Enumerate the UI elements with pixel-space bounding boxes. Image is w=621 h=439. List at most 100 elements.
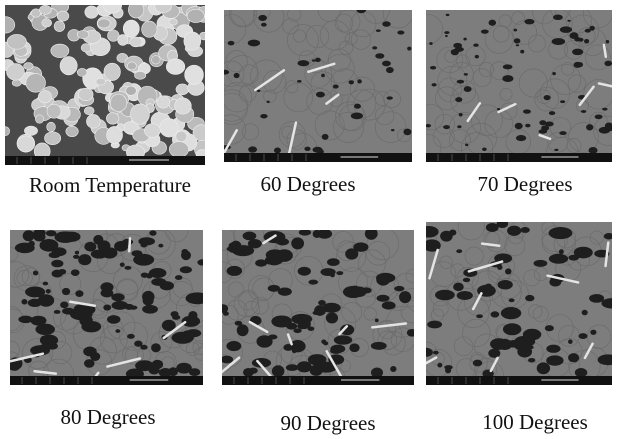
pore [286, 364, 299, 371]
pore [228, 244, 237, 253]
pore [158, 244, 163, 248]
grain [1, 127, 10, 136]
pore [84, 359, 95, 368]
pore [81, 321, 101, 332]
pore [135, 360, 154, 371]
pore [559, 249, 564, 254]
pore [446, 14, 450, 16]
grain [103, 0, 121, 13]
pore [142, 291, 154, 303]
grain [35, 115, 43, 123]
grain [85, 6, 98, 18]
pore [568, 255, 579, 261]
pore [326, 313, 338, 324]
pore [549, 254, 568, 264]
pore [351, 113, 363, 120]
pore [327, 258, 340, 266]
pore [138, 237, 155, 245]
pore [552, 38, 566, 45]
grain [12, 80, 21, 87]
pore [349, 343, 359, 352]
pore [444, 31, 449, 34]
pore [321, 340, 326, 344]
pore [503, 64, 513, 69]
pore [151, 343, 161, 352]
caption: 100 Degrees [482, 410, 588, 434]
pore [75, 290, 83, 297]
pore [35, 324, 54, 335]
pore [516, 135, 526, 141]
grain [7, 64, 25, 81]
grain [60, 57, 77, 75]
pore [54, 310, 61, 314]
image-content [413, 0, 621, 169]
pore [437, 363, 442, 368]
pore [546, 355, 563, 365]
pore [568, 353, 579, 362]
pore [93, 235, 103, 245]
grain [77, 68, 87, 76]
pore [514, 38, 521, 43]
pore [604, 233, 614, 239]
pore [336, 271, 343, 275]
pore [261, 23, 267, 27]
pore [298, 267, 311, 276]
pore [456, 249, 462, 253]
pore [376, 274, 390, 286]
pore [315, 60, 318, 62]
pore [544, 95, 551, 100]
pore [498, 280, 513, 289]
pore [497, 108, 500, 110]
caption: 80 Degrees [60, 405, 155, 429]
pore [432, 83, 437, 86]
grain [166, 59, 185, 75]
pore [291, 237, 304, 249]
grain [42, 19, 52, 27]
pore [313, 230, 322, 238]
grain [47, 104, 61, 118]
pore [354, 104, 361, 109]
sem-image [417, 214, 621, 389]
pore [375, 319, 379, 323]
pore [21, 299, 27, 305]
pore [382, 21, 390, 27]
grain [144, 124, 160, 138]
pore [449, 230, 456, 236]
pore [464, 86, 472, 92]
pore [52, 270, 63, 278]
info-bar [10, 376, 203, 385]
pore [278, 287, 292, 295]
pore [394, 286, 404, 291]
pore [304, 147, 310, 151]
pore [322, 134, 329, 140]
pore [361, 287, 372, 293]
pore [228, 41, 235, 45]
sem-image [0, 219, 211, 395]
background [224, 10, 412, 153]
pore [46, 230, 57, 236]
pore [546, 345, 560, 353]
pore [372, 46, 377, 49]
pore [464, 73, 468, 75]
pore [298, 60, 310, 66]
pore [46, 289, 51, 294]
pore [274, 148, 281, 154]
pore [127, 334, 135, 339]
pore [453, 283, 464, 291]
pore [62, 308, 75, 315]
pore [71, 269, 80, 276]
pore [578, 38, 584, 42]
pore [248, 40, 260, 47]
pore [382, 61, 391, 67]
pore [419, 348, 433, 357]
pore [436, 294, 444, 299]
image-content [212, 221, 424, 387]
pore [38, 294, 54, 306]
grain [127, 62, 136, 70]
info-bar [426, 153, 612, 162]
image-content [0, 0, 213, 165]
pore [523, 109, 531, 113]
pore [313, 147, 323, 153]
pore [577, 62, 583, 67]
sem-image [413, 0, 621, 169]
